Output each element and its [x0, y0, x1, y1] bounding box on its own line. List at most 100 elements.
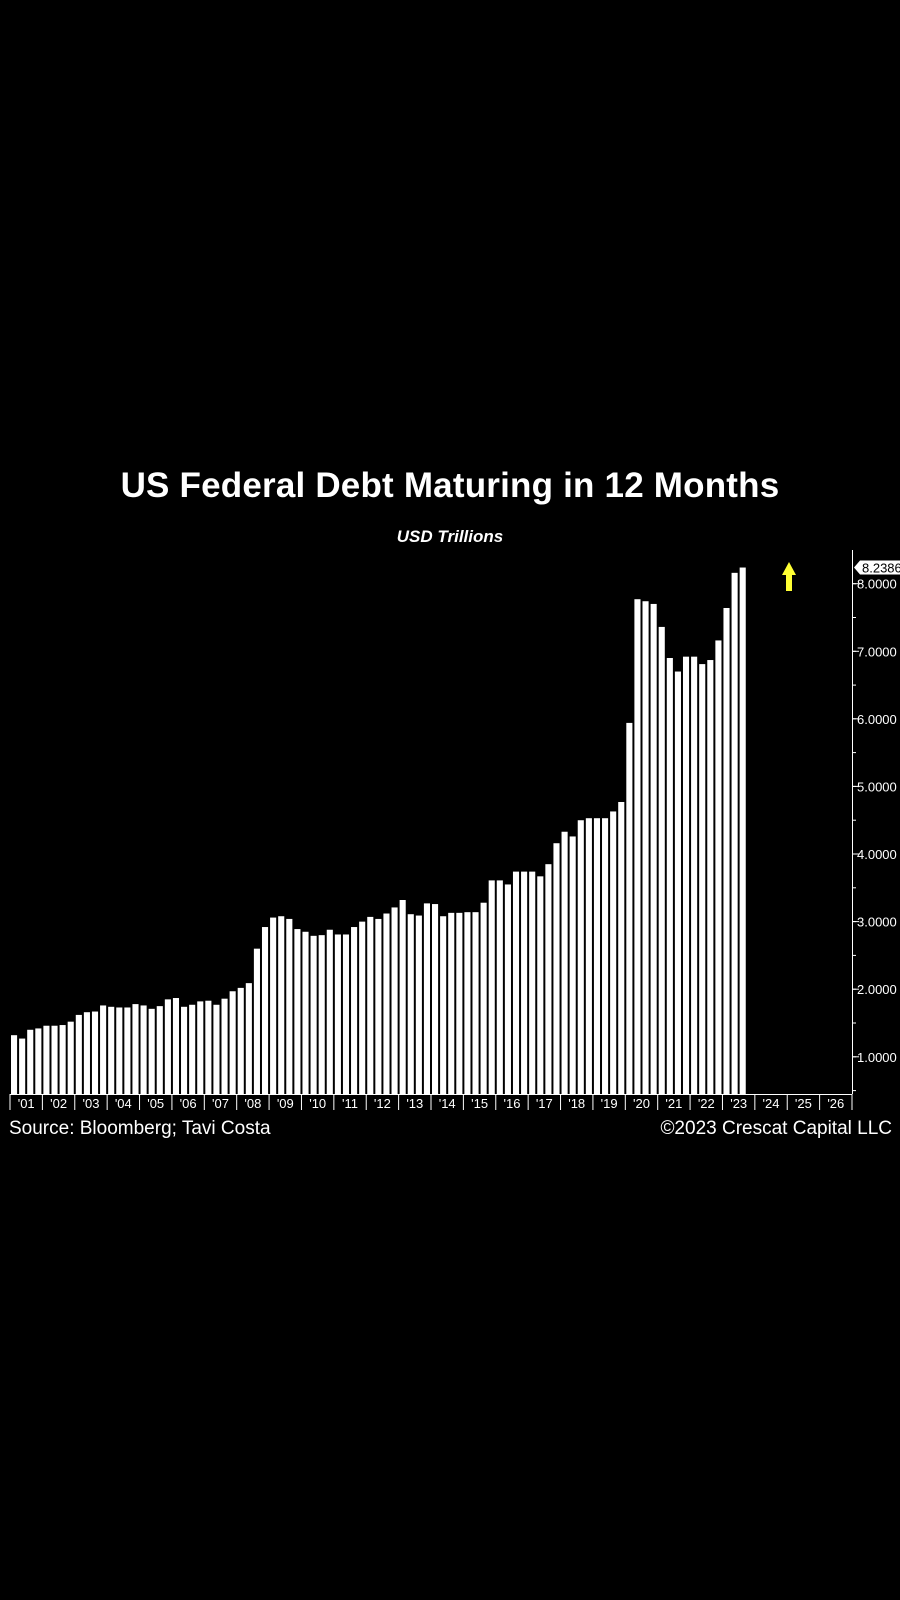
bar	[278, 916, 285, 1094]
bar	[602, 818, 609, 1094]
bar	[699, 664, 706, 1094]
source-note: Source: Bloomberg; Tavi Costa	[9, 1118, 271, 1139]
bar	[100, 1005, 107, 1094]
bar	[674, 671, 681, 1094]
bar	[739, 567, 746, 1094]
bar	[569, 836, 576, 1094]
bar	[626, 722, 633, 1094]
x-tick-label: '02	[50, 1096, 67, 1111]
bar	[577, 820, 584, 1094]
bar	[545, 864, 552, 1094]
bar	[488, 880, 495, 1094]
bar	[375, 918, 382, 1094]
bar	[318, 935, 325, 1094]
bar	[310, 935, 317, 1094]
arrow-up-icon	[782, 562, 796, 591]
x-tick-label: '20	[633, 1096, 650, 1111]
bar	[456, 912, 463, 1094]
bar	[270, 917, 277, 1094]
bar	[132, 1004, 139, 1094]
x-tick-label: '06	[180, 1096, 197, 1111]
bar	[359, 921, 366, 1094]
bar	[593, 818, 601, 1094]
bar	[650, 603, 657, 1094]
bar	[529, 871, 536, 1094]
bar	[229, 991, 236, 1094]
bar	[383, 913, 390, 1094]
bar	[181, 1006, 188, 1094]
bar	[51, 1025, 58, 1094]
bar	[172, 998, 180, 1094]
bar	[723, 607, 730, 1094]
x-tick-label: '19	[601, 1096, 618, 1111]
bar	[75, 1014, 82, 1094]
y-tick-label: 5.0000	[857, 779, 897, 794]
bar	[715, 640, 722, 1094]
chart-title: US Federal Debt Maturing in 12 Months	[120, 466, 780, 505]
x-tick-label: '11	[342, 1096, 358, 1111]
arrow-up-shape	[782, 562, 796, 591]
bar	[472, 912, 479, 1094]
x-tick-label: '13	[406, 1096, 423, 1111]
bar	[83, 1012, 90, 1094]
bar-chart: '01 '02 '03 '04 '05 '06 '07 '08 '09 '10 '11 '12 '13 '…	[9, 550, 900, 1111]
x-tick-label: '25	[795, 1096, 812, 1111]
y-tick-label: 7.0000	[857, 644, 897, 659]
bar	[618, 801, 625, 1094]
bar	[27, 1029, 34, 1094]
last-value-label: 8.2386	[862, 561, 900, 576]
y-tick-label: 3.0000	[857, 915, 897, 930]
bar	[205, 1000, 212, 1094]
bar	[496, 880, 503, 1094]
x-tick-label: '22	[698, 1096, 715, 1111]
bar	[391, 907, 398, 1094]
bar	[367, 916, 374, 1094]
bar	[464, 912, 471, 1094]
bar	[35, 1028, 42, 1094]
x-tick-label: '18	[568, 1096, 585, 1111]
bar	[512, 871, 520, 1094]
bar	[140, 1005, 147, 1094]
bar	[658, 626, 665, 1094]
bar	[11, 1035, 18, 1094]
bar	[432, 904, 439, 1094]
x-tick-label: '17	[536, 1096, 553, 1111]
bar	[253, 948, 260, 1094]
x-tick-label: '03	[83, 1096, 100, 1111]
bar	[164, 999, 171, 1094]
x-tick-label: '24	[763, 1096, 780, 1111]
bar	[261, 927, 269, 1094]
bar	[480, 902, 487, 1094]
bar	[423, 903, 430, 1094]
x-tick-label: '14	[439, 1096, 456, 1111]
bar	[334, 934, 341, 1094]
bar	[504, 884, 511, 1094]
bar	[19, 1038, 26, 1094]
copyright-note: ©2023 Crescat Capital LLC	[660, 1118, 892, 1139]
bar	[59, 1025, 66, 1094]
x-tick-label: '23	[730, 1096, 747, 1111]
bar	[342, 934, 350, 1094]
y-tick-label: 1.0000	[857, 1050, 897, 1065]
bar	[156, 1006, 163, 1094]
chart-subtitle: USD Trillions	[396, 527, 504, 546]
axes-group: '01 '02 '03 '04 '05 '06 '07 '08 '09 '10 '11 '12 '13 '…	[9, 550, 900, 1111]
bar	[731, 572, 738, 1094]
bar	[189, 1004, 196, 1094]
x-tick-label: '07	[212, 1096, 229, 1111]
bar	[294, 929, 301, 1094]
bar	[642, 601, 649, 1094]
bar	[585, 818, 592, 1094]
bar	[691, 656, 698, 1094]
bar	[553, 843, 560, 1094]
bar	[108, 1006, 115, 1094]
bar	[116, 1007, 123, 1094]
bar	[91, 1011, 99, 1094]
bar	[43, 1025, 50, 1094]
x-tick-label: '10	[309, 1096, 326, 1111]
bar	[707, 660, 714, 1094]
bar	[197, 1001, 204, 1094]
bar	[326, 929, 333, 1094]
bar	[286, 918, 293, 1094]
x-tick-label: '16	[504, 1096, 521, 1111]
